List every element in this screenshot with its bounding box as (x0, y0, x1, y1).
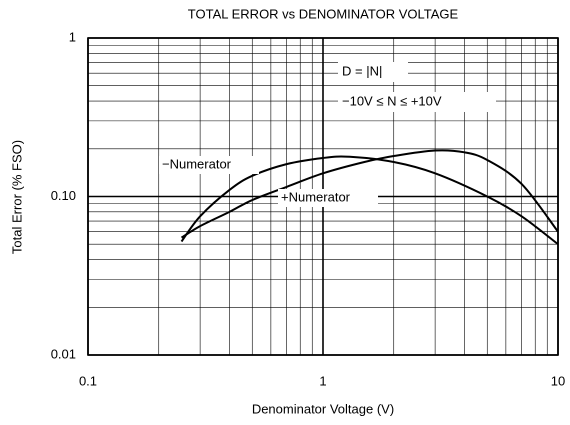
annotation-background (338, 62, 408, 82)
series-label: −Numerator (162, 156, 232, 171)
y-axis-label: Total Error (% FSO) (9, 140, 24, 254)
chart-title: TOTAL ERROR vs DENOMINATOR VOLTAGE (188, 6, 459, 21)
x-tick-label: 0.1 (79, 373, 97, 388)
y-tick-label: 0.10 (51, 188, 76, 203)
x-tick-label: 10 (551, 373, 565, 388)
y-tick-label: 0.01 (51, 346, 76, 361)
x-axis-label: Denominator Voltage (V) (252, 401, 394, 416)
label-background (159, 156, 259, 174)
x-tick-label: 1 (319, 373, 326, 388)
series-label: +Numerator (281, 189, 351, 204)
series-line (180, 155, 559, 246)
annotation: D = |N| (342, 63, 382, 78)
annotation-background (338, 92, 496, 112)
y-tick-label: 1 (69, 29, 76, 44)
series-line (180, 149, 559, 239)
plot-frame (87, 37, 559, 356)
annotation: −10V ≤ N ≤ +10V (342, 93, 442, 108)
label-background (278, 189, 378, 207)
